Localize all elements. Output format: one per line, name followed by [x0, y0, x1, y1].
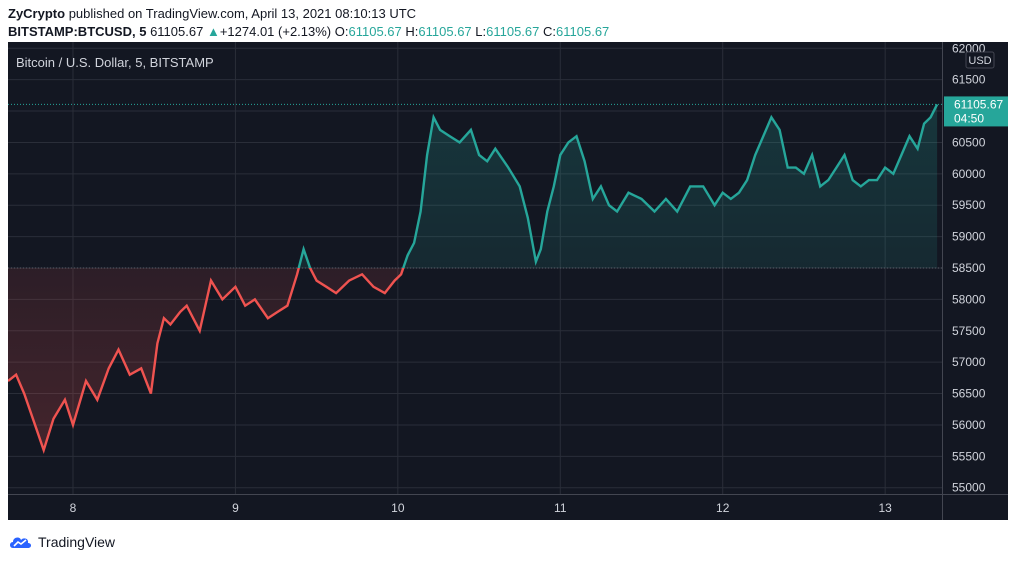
price-line-below: [8, 268, 405, 454]
time-axis[interactable]: 8 9 10 11 12 13: [70, 501, 893, 515]
countdown-label: 04:50: [954, 111, 984, 125]
high-value: 61105.67: [418, 24, 472, 39]
close-label: C:: [543, 24, 557, 39]
chart-area[interactable]: 55000 55500 56000 56500 57000 57500 58000 58500…: [8, 41, 1008, 520]
fill-above-baseline: [8, 104, 938, 268]
close-value: 61105.67: [556, 24, 610, 39]
y-tick-label: 56000: [952, 418, 986, 432]
author-name[interactable]: ZyCrypto: [8, 6, 66, 21]
price-axis[interactable]: 55000 55500 56000 56500 57000 57500 58000 58500…: [952, 41, 986, 495]
open-value: 61105.67: [348, 24, 402, 39]
y-tick-label: 60000: [952, 167, 986, 181]
y-tick-label: 59000: [952, 230, 986, 244]
y-tick-label: 58500: [952, 261, 986, 275]
currency-badge: USD: [965, 51, 995, 69]
footer-brand[interactable]: TradingView: [8, 534, 115, 550]
published-text: published on TradingView.com, April 13, …: [68, 6, 417, 21]
last-price-tag-value: 61105.67: [954, 97, 1003, 111]
x-tick-label: 11: [554, 501, 567, 515]
price-chart[interactable]: 55000 55500 56000 56500 57000 57500 58000 58500…: [8, 41, 1008, 520]
high-label: H:: [405, 24, 419, 39]
low-value: 61105.67: [486, 24, 540, 39]
y-tick-label: 57500: [952, 324, 986, 338]
y-tick-label: 57000: [952, 355, 986, 369]
y-tick-label: 55000: [952, 481, 986, 495]
x-tick-label: 13: [878, 501, 892, 515]
y-tick-label: 56500: [952, 387, 986, 401]
y-tick-label: 59500: [952, 198, 986, 212]
y-tick-label: 60500: [952, 135, 986, 149]
change-value: +1274.01 (+2.13%): [219, 24, 332, 39]
open-label: O:: [334, 24, 349, 39]
price-line-above: [297, 103, 939, 268]
currency-label: USD: [968, 55, 991, 67]
symbol-label[interactable]: BITSTAMP:BTCUSD, 5: [8, 24, 147, 39]
x-tick-label: 12: [716, 501, 730, 515]
x-tick-label: 10: [391, 501, 405, 515]
last-price: 61105.67: [150, 24, 204, 39]
publish-line: ZyCrypto published on TradingView.com, A…: [8, 6, 416, 21]
fill-below-baseline: [8, 268, 938, 451]
footer-brand-label: TradingView: [38, 534, 116, 550]
x-tick-label: 8: [70, 501, 77, 515]
y-tick-label: 55500: [952, 449, 986, 463]
low-label: L:: [475, 24, 487, 39]
y-tick-label: 58000: [952, 292, 986, 306]
x-tick-label: 9: [232, 501, 239, 515]
ohlc-line: BITSTAMP:BTCUSD, 5 61105.67 ▲+1274.01 (+…: [8, 24, 609, 39]
tradingview-cloud-icon: [10, 537, 31, 548]
chart-title: Bitcoin / U.S. Dollar, 5, BITSTAMP: [16, 55, 214, 70]
up-triangle-icon: ▲: [206, 24, 220, 39]
last-price-tag: 61105.67 04:50: [944, 96, 1008, 127]
y-tick-label: 61500: [952, 73, 986, 87]
